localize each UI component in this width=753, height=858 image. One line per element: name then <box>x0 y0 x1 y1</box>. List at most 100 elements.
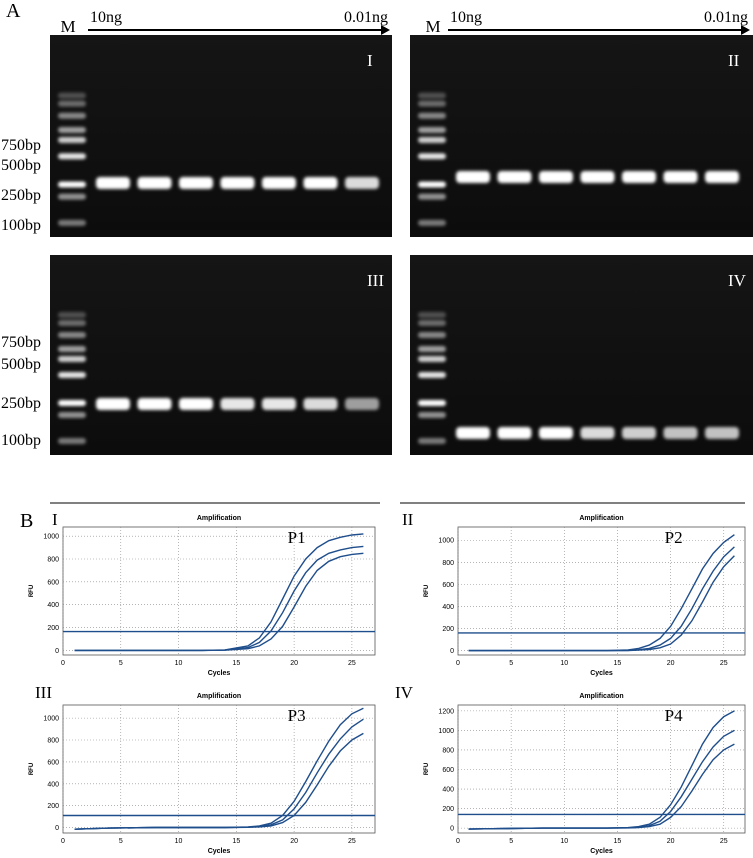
dna-band <box>705 427 739 439</box>
dna-band <box>96 177 130 189</box>
x-axis-label: Cycles <box>208 848 231 855</box>
marker-label: M <box>425 17 440 36</box>
x-tick-label: 0 <box>456 838 460 845</box>
panel-label: I <box>52 510 58 529</box>
ladder-size-label: 500bp <box>1 356 41 373</box>
ladder-band <box>58 312 86 318</box>
dna-band <box>96 398 130 410</box>
ladder-size-label: 250bp <box>1 187 41 204</box>
ladder-size-label: 500bp <box>1 157 41 174</box>
dna-band <box>303 177 338 189</box>
dna-band <box>456 171 490 183</box>
ladder-band <box>418 100 446 107</box>
start-label: 10ng <box>90 9 122 26</box>
ladder-band <box>58 356 86 362</box>
y-tick-label: 200 <box>47 625 59 632</box>
y-tick-label: 600 <box>47 759 59 766</box>
dna-band <box>345 177 379 189</box>
x-tick-label: 5 <box>119 660 123 667</box>
amplification-curve <box>74 732 364 830</box>
ladder-band <box>58 346 86 352</box>
panel-label: B <box>20 510 33 532</box>
ladder-band <box>418 312 446 318</box>
dna-band <box>539 427 573 439</box>
gel-image <box>50 35 392 237</box>
ladder-band <box>58 112 86 119</box>
y-tick-label: 600 <box>442 767 454 774</box>
dna-band <box>220 177 255 189</box>
ladder-band <box>58 193 86 200</box>
dna-band <box>497 427 532 439</box>
dna-band <box>539 171 573 183</box>
annotation: P3 <box>288 706 306 725</box>
dna-band <box>179 398 213 410</box>
ladder-band <box>418 153 446 160</box>
ladder-band <box>58 438 86 444</box>
ladder-band <box>58 153 86 160</box>
amplification-curve <box>74 552 364 652</box>
ladder-band <box>418 356 446 362</box>
ladder-band <box>58 332 86 338</box>
gel-label: IV <box>728 271 747 290</box>
ladder-band <box>418 219 446 226</box>
y-tick-label: 1000 <box>43 716 59 723</box>
ladder-band <box>418 320 446 326</box>
annotation: P2 <box>665 528 683 547</box>
y-tick-label: 800 <box>442 560 454 567</box>
y-tick-label: 200 <box>442 626 454 633</box>
ladder-size-label: 250bp <box>1 395 41 412</box>
x-tick-label: 25 <box>348 838 356 845</box>
y-tick-label: 0 <box>55 648 59 655</box>
chart-title: Amplification <box>579 515 623 522</box>
end-label: 0.01ng <box>344 9 388 26</box>
x-tick-label: 10 <box>560 660 568 667</box>
ladder-band <box>418 92 446 99</box>
x-tick-label: 10 <box>175 660 183 667</box>
plot-area <box>62 526 376 656</box>
y-tick-label: 1000 <box>438 538 454 545</box>
amplification-curve <box>468 743 735 830</box>
ladder-size-label: 100bp <box>1 217 41 234</box>
y-tick-label: 1000 <box>438 728 454 735</box>
ladder-band <box>418 332 446 338</box>
gel-label: I <box>367 51 373 70</box>
x-tick-label: 5 <box>509 838 513 845</box>
ladder-size-label: 750bp <box>1 137 41 154</box>
y-tick-label: 200 <box>442 806 454 813</box>
ladder-band <box>418 112 446 119</box>
ladder-band <box>58 126 86 133</box>
x-tick-label: 15 <box>232 838 240 845</box>
x-tick-label: 20 <box>667 838 675 845</box>
dna-band <box>179 177 213 189</box>
dna-band <box>622 171 656 183</box>
x-tick-label: 15 <box>614 838 622 845</box>
marker-label: M <box>60 17 75 36</box>
dna-band <box>345 398 379 410</box>
y-tick-label: 1000 <box>43 534 59 541</box>
ladder-band <box>418 181 446 188</box>
y-tick-label: 0 <box>450 648 454 655</box>
start-label: 10ng <box>450 9 482 26</box>
x-tick-label: 0 <box>61 660 65 667</box>
dna-band <box>137 398 172 410</box>
x-tick-label: 10 <box>175 838 183 845</box>
ladder-band <box>58 219 86 226</box>
ladder-band <box>58 400 86 406</box>
ladder-band <box>58 372 86 378</box>
y-tick-label: 400 <box>47 781 59 788</box>
plot-area <box>457 704 746 834</box>
x-axis-label: Cycles <box>208 670 231 677</box>
chart-title: Amplification <box>197 515 241 522</box>
y-tick-label: 1200 <box>438 708 454 715</box>
y-axis-label: RFU <box>424 585 430 597</box>
plot-area <box>62 704 376 834</box>
gel-image <box>410 35 753 237</box>
ladder-band <box>58 181 86 188</box>
y-axis-label: RFU <box>29 763 35 775</box>
arrow-head <box>741 25 750 35</box>
ladder-size-label: 100bp <box>1 432 41 449</box>
dna-band <box>262 398 296 410</box>
ladder-band <box>58 412 86 418</box>
ladder-band <box>418 126 446 133</box>
ladder-band <box>58 320 86 326</box>
